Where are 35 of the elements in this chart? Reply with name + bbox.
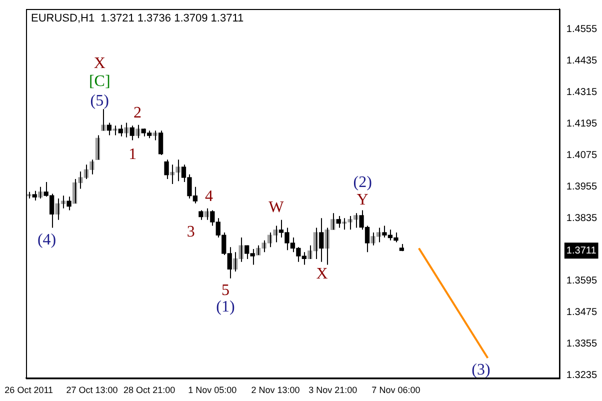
- x-tick-label: 26 Oct 2011: [4, 385, 54, 396]
- y-tick-label: 1.4315: [566, 87, 598, 98]
- annotation: 2: [133, 104, 142, 122]
- annotation: 1: [128, 146, 137, 164]
- x-tick-label: 27 Oct 13:00: [66, 385, 118, 396]
- y-tick-label: 1.4075: [566, 150, 598, 161]
- y-tick-label: 1.3355: [566, 338, 598, 350]
- annotation: [C]: [88, 72, 110, 90]
- y-tick-label: 1.3235: [566, 370, 598, 382]
- y-tick-label: 1.3475: [566, 307, 598, 318]
- x-tick-label: 3 Nov 21:00: [308, 385, 358, 396]
- annotation: 5: [221, 282, 230, 299]
- y-tick-label: 1.4555: [566, 24, 598, 36]
- y-tick-label: 1.3595: [566, 276, 598, 287]
- annotation: (4): [37, 231, 56, 248]
- annotation: X: [94, 55, 106, 72]
- annotation: X: [316, 265, 328, 282]
- y-tick-label: 1.4195: [566, 118, 598, 130]
- annotation: 4: [204, 188, 213, 205]
- annotation: 3: [186, 224, 195, 241]
- annotation: W: [268, 199, 285, 216]
- annotation: (3): [472, 362, 490, 379]
- y-tick-label: 1.3955: [566, 181, 598, 192]
- annotation: Y: [356, 191, 369, 208]
- annotation: (1): [216, 298, 235, 316]
- annotation: (5): [90, 92, 109, 110]
- chart-title: EURUSD,H1 1.3721 1.3736 1.3709 1.3711: [31, 12, 244, 25]
- y-tick-label: 1.3711: [566, 245, 597, 256]
- x-tick-label: 28 Oct 21:00: [124, 385, 176, 396]
- y-tick-label: 1.4435: [566, 56, 598, 67]
- x-tick-label: 2 Nov 13:00: [251, 385, 300, 396]
- x-tick-label: 1 Nov 05:00: [188, 385, 237, 396]
- annotation: (2): [353, 174, 372, 192]
- x-tick-label: 7 Nov 06:00: [372, 385, 420, 396]
- y-tick-label: 1.3835: [566, 212, 598, 224]
